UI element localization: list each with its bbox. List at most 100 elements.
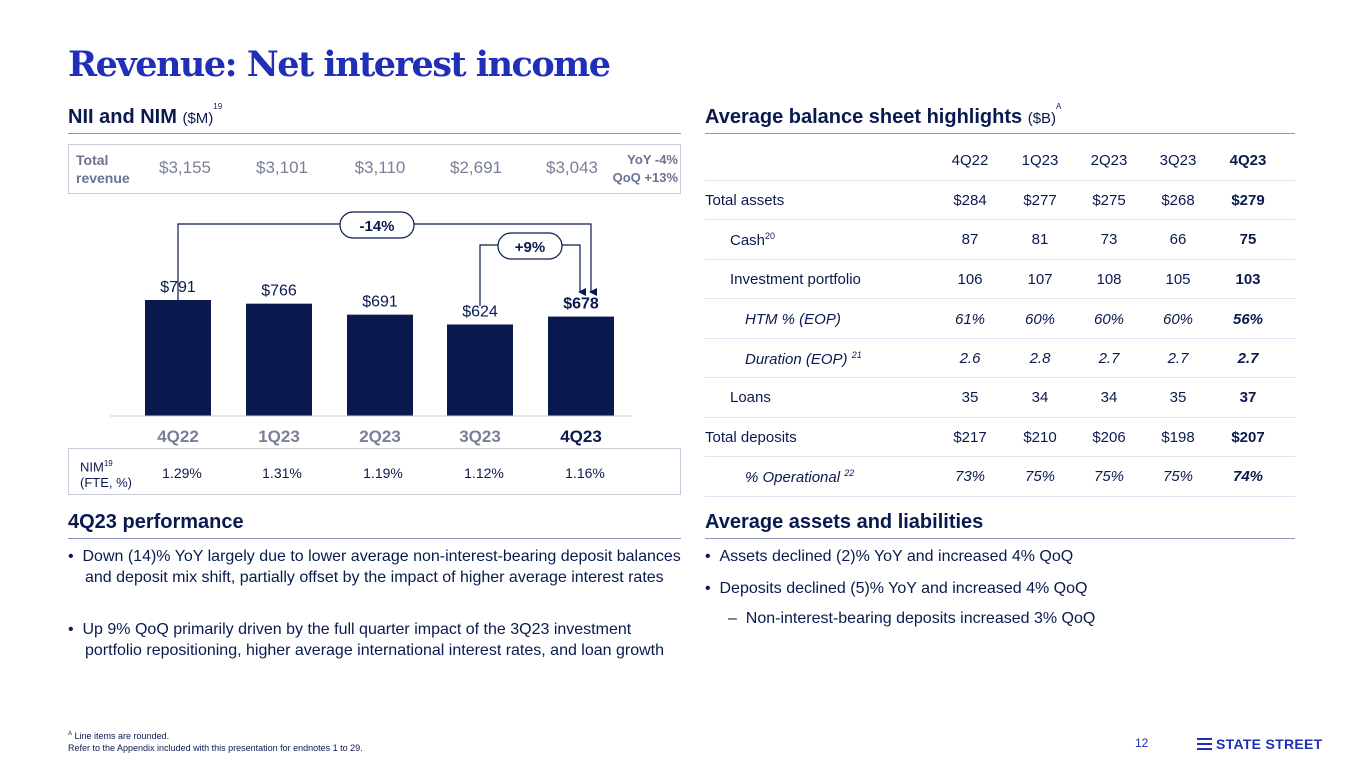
assets-liabilities-bullet-text: Deposits declined (5)% YoY and increased…: [719, 580, 1088, 597]
table-cell: 74%: [1232, 468, 1264, 485]
table-row-divider: [705, 259, 1295, 260]
table-cell: $277: [1023, 192, 1057, 209]
footnote-rounded: A Line items are rounded.: [68, 731, 169, 741]
table-cell: $210: [1023, 429, 1057, 446]
table-cell: 75%: [1093, 468, 1125, 485]
table-cell: 2.6: [959, 350, 981, 367]
table-cell: $275: [1092, 192, 1126, 209]
performance-bullet: • Up 9% QoQ primarily driven by the full…: [68, 621, 665, 659]
table-row-label-text: Duration (EOP): [745, 351, 848, 368]
nii-bar-label: $766: [261, 283, 297, 300]
table-cell: 61%: [954, 311, 986, 328]
nii-bar: [145, 300, 211, 416]
nii-heading-text: NII and NIM: [68, 106, 177, 128]
table-cell: 107: [1027, 271, 1053, 288]
table-cell: 60%: [1093, 311, 1125, 328]
balance-sheet-heading-text: Average balance sheet highlights: [705, 106, 1023, 128]
table-cell: $198: [1161, 429, 1195, 446]
assets-liabilities-sub-bullet-text: Non-interest-bearing deposits increased …: [745, 610, 1096, 627]
total-revenue-change: YoY -4% QoQ +13%: [598, 151, 678, 187]
total-revenue-value: $3,043: [546, 158, 598, 177]
nii-bar: [548, 316, 614, 416]
qoq-annotation-pill: [497, 232, 563, 260]
nii-category-label: 2Q23: [359, 427, 401, 446]
nim-value: 1.29%: [162, 465, 202, 481]
nii-category-label: 1Q23: [258, 427, 300, 446]
table-cell: 2.7: [1167, 350, 1189, 367]
table-cell: 60%: [1162, 311, 1194, 328]
nii-heading-unit: ($M): [182, 110, 214, 127]
nim-sublabel: (FTE, %): [80, 475, 132, 491]
table-cell: $206: [1092, 429, 1126, 446]
table-cell: 60%: [1024, 311, 1056, 328]
table-row-note: 21: [851, 350, 862, 360]
footnote-rounded-text: Line items are rounded.: [74, 731, 170, 741]
footnote-mark: A: [68, 731, 73, 737]
balance-sheet-heading: Average balance sheet highlights ($B)A: [705, 102, 1061, 129]
table-row-label: Investment portfolio: [730, 271, 861, 288]
assets-liabilities-sub-bullet: – Non-interest-bearing deposits increase…: [728, 610, 1096, 627]
nim-value: 1.31%: [262, 465, 302, 481]
total-revenue-label: Total revenue: [76, 151, 130, 187]
nii-section-rule: [68, 133, 681, 134]
table-row-divider: [705, 298, 1295, 299]
table-row-divider: [705, 417, 1295, 418]
yoy-annotation-pill: [339, 211, 415, 239]
table-col-header: 1Q23: [1021, 152, 1059, 169]
table-cell: 73%: [954, 468, 986, 485]
table-row-divider: [705, 338, 1295, 339]
table-cell: 34: [1100, 389, 1118, 406]
page-title: Revenue: Net interest income: [68, 44, 611, 85]
table-cell: 37: [1239, 389, 1257, 406]
logo-text: STATE STREET: [1216, 736, 1323, 752]
footnote-appendix: Refer to the Appendix included with this…: [68, 743, 363, 753]
table-cell: 75%: [1162, 468, 1194, 485]
table-cell: $279: [1231, 192, 1265, 209]
page-number: 12: [1135, 736, 1149, 750]
performance-rule: [68, 538, 681, 539]
table-row-divider: [705, 377, 1295, 378]
table-cell: $217: [953, 429, 987, 446]
qoq-connector-right: [562, 244, 586, 296]
assets-liabilities-bullet-text: Assets declined (2)% YoY and increased 4…: [719, 548, 1074, 565]
yoy-annotation: -14%: [359, 218, 394, 235]
balance-sheet-note: A: [1056, 102, 1062, 111]
total-revenue-qoq: QoQ +13%: [612, 170, 678, 185]
nii-bar-label: $691: [362, 294, 398, 311]
nim-box: [68, 448, 681, 495]
assets-liabilities-rule: [705, 538, 1295, 539]
table-row-note: 22: [844, 468, 855, 478]
performance-bullet: • Down (14)% YoY largely due to lower av…: [68, 548, 681, 586]
total-revenue-yoy: YoY -4%: [627, 152, 678, 167]
qoq-annotation: +9%: [515, 239, 545, 256]
total-revenue-label-line1: Total: [76, 152, 109, 168]
table-cell: $268: [1161, 192, 1195, 209]
table-cell: 81: [1031, 231, 1049, 248]
nii-bar-label: $678: [563, 296, 599, 313]
nii-bar: [246, 303, 312, 416]
nim-value: 1.16%: [565, 465, 605, 481]
total-revenue-label-line2: revenue: [76, 170, 130, 186]
balance-sheet-unit: ($B): [1027, 110, 1057, 127]
assets-liabilities-bullet: • Assets declined (2)% YoY and increased…: [705, 548, 1074, 565]
table-cell: 2.7: [1237, 350, 1259, 367]
table-row-label-text: % Operational: [745, 469, 841, 486]
performance-heading: 4Q23 performance: [68, 511, 244, 533]
nii-section-heading: NII and NIM ($M)19: [68, 102, 222, 129]
nii-bar: [347, 314, 413, 416]
table-row-label: Total deposits: [705, 429, 797, 446]
total-revenue-value: $3,155: [159, 158, 211, 177]
table-cell: 75: [1239, 231, 1257, 248]
nim-label-text: NIM: [80, 459, 104, 475]
total-revenue-value: $3,101: [256, 158, 308, 177]
qoq-connector-left: [479, 244, 498, 306]
table-col-header: 2Q23: [1090, 152, 1128, 169]
table-row-label: Total assets: [705, 192, 785, 209]
assets-liabilities-heading: Average assets and liabilities: [705, 511, 984, 533]
table-cell: 34: [1031, 389, 1049, 406]
table-row-divider: [705, 180, 1295, 181]
table-row-label: Loans: [730, 389, 771, 406]
yoy-connector-left: [177, 223, 360, 300]
table-cell: 103: [1235, 271, 1261, 288]
table-cell: 56%: [1232, 311, 1264, 328]
